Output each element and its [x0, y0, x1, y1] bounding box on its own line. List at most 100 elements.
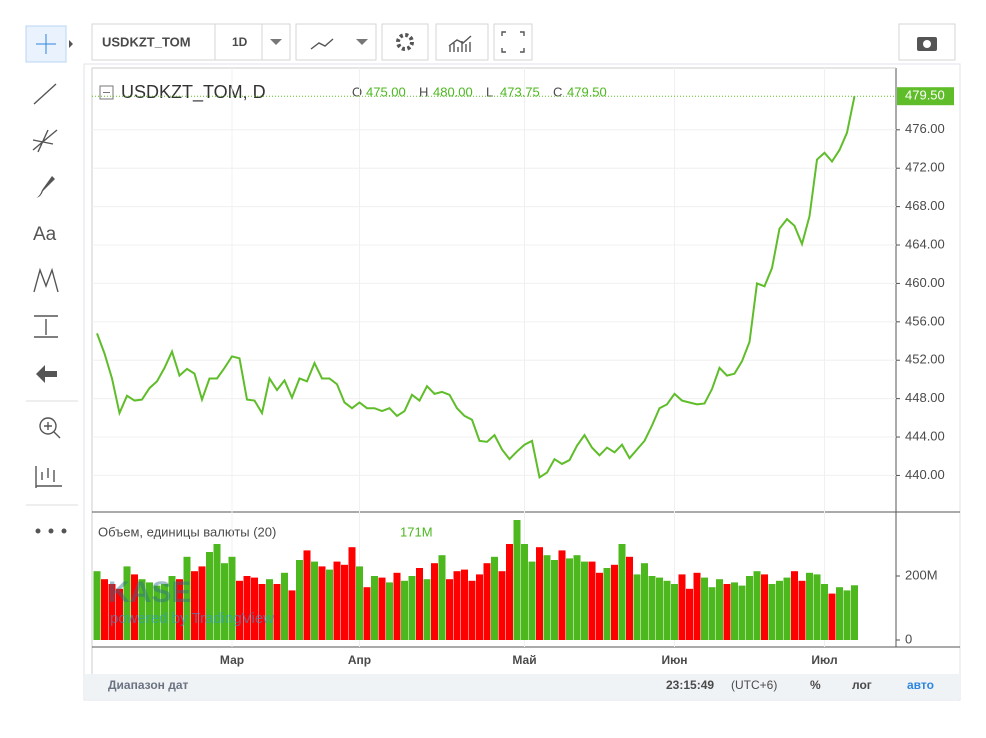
volume-bar [386, 582, 393, 640]
volume-bar [656, 577, 663, 640]
volume-bar [378, 577, 386, 640]
trend-icon[interactable] [33, 83, 57, 105]
volume-bar [266, 579, 273, 640]
volume-bar [251, 577, 258, 640]
zoom-plus [44, 422, 61, 439]
volume-bar [573, 555, 581, 640]
ohlc-value: 475.00 [366, 84, 406, 99]
ohlc-key: H [419, 84, 428, 99]
volume-bar [453, 571, 461, 640]
date-range[interactable]: Диапазон дат [108, 678, 189, 692]
scale-icon[interactable] [35, 466, 62, 488]
volume-bar [296, 560, 303, 640]
volume-bar [371, 576, 378, 640]
volume-bar [446, 579, 453, 640]
volume-bar [483, 563, 491, 640]
volume-bar [168, 576, 176, 640]
zoom-icon[interactable] [39, 417, 57, 435]
cross [36, 34, 56, 54]
auto-btn[interactable]: авто [907, 678, 934, 692]
y-tick-label: 460.00 [905, 275, 945, 290]
volume-bar [663, 580, 671, 640]
volume-bar [318, 566, 326, 640]
volume-bar [776, 580, 783, 640]
volume-bar [116, 588, 123, 640]
back-icon[interactable] [36, 365, 57, 383]
y-tick-label: 448.00 [905, 390, 945, 405]
volume-bar [423, 579, 431, 640]
x-tick-label: Мар [220, 653, 244, 667]
volume-bar [288, 590, 296, 640]
legend-title: USDKZT_TOM, D [121, 82, 266, 103]
measure-icon[interactable] [34, 315, 58, 338]
clock: 23:15:49 [666, 678, 714, 692]
volume-bar [468, 580, 476, 640]
interval[interactable]: 1D [232, 35, 248, 49]
volume-bar [806, 572, 813, 640]
log-btn[interactable]: лог [852, 678, 872, 692]
volume-bar [408, 576, 416, 640]
volume-bar [678, 574, 686, 640]
ohlc: O 475.00 H 480.00 L 473.75 C 479.50 [352, 84, 607, 99]
volume-bar [723, 584, 731, 640]
settings-btn[interactable] [381, 23, 429, 61]
status-bar [85, 674, 960, 699]
y-tick-label: 468.00 [905, 198, 945, 213]
volume-bar [641, 563, 648, 640]
price-line [96, 95, 856, 479]
volume-bar [753, 571, 761, 640]
volume-bar [528, 561, 536, 640]
volume-bar [333, 561, 341, 640]
vol-tick-label: 200M [905, 567, 938, 582]
volume-bar [701, 577, 708, 640]
text-tool[interactable]: Aa [33, 224, 57, 245]
symbol-box[interactable] [91, 23, 291, 61]
volume-bar [221, 563, 228, 640]
volume-bar [686, 588, 693, 640]
volume-bar [558, 550, 566, 640]
volume-bar [431, 563, 438, 640]
pattern-icon[interactable] [33, 267, 59, 293]
x-tick-label: Июл [811, 653, 837, 667]
volume-bar [341, 564, 348, 640]
volume-bar [491, 556, 498, 640]
symbol[interactable]: USDKZT_TOM [102, 34, 191, 49]
brush-icon[interactable] [36, 176, 55, 198]
volume-bar [123, 566, 131, 640]
volume-bar [761, 574, 768, 640]
percent-btn[interactable]: % [810, 678, 821, 692]
y-tick-label: 452.00 [905, 352, 945, 367]
volume-bar [356, 566, 363, 640]
vol-tick-label: 0 [905, 631, 912, 646]
volume-bar [746, 576, 753, 640]
volume-bar [108, 584, 116, 640]
timezone[interactable]: (UTC+6) [731, 678, 777, 692]
volume-bar [836, 587, 843, 640]
y-tick-label: 464.00 [905, 236, 945, 251]
volume-bar [581, 561, 588, 640]
last-price-tag [897, 87, 954, 106]
volume-bar [693, 572, 701, 640]
x-tick-label: Май [512, 653, 536, 667]
fork-icon[interactable] [32, 129, 58, 153]
volume-bar [191, 571, 198, 640]
more[interactable] [35, 528, 67, 534]
ohlc-key: O [352, 84, 362, 99]
volume-bar [543, 555, 551, 640]
volume-bar [596, 572, 603, 640]
volume-bar [176, 579, 183, 640]
ohlc-key: C [553, 84, 562, 99]
volume-bar [648, 576, 656, 640]
volume-bar [588, 561, 596, 640]
volume-bar [198, 566, 206, 640]
fullscreen-btn[interactable] [493, 23, 533, 61]
volume-bar [843, 590, 851, 640]
x-tick-label: Апр [348, 653, 371, 667]
volume-bar [348, 547, 356, 640]
volume-bar [716, 579, 723, 640]
volume-bar [401, 580, 408, 640]
volume-bar [671, 584, 678, 640]
ohlc-value: 479.50 [567, 84, 607, 99]
volume-bar [146, 582, 153, 640]
